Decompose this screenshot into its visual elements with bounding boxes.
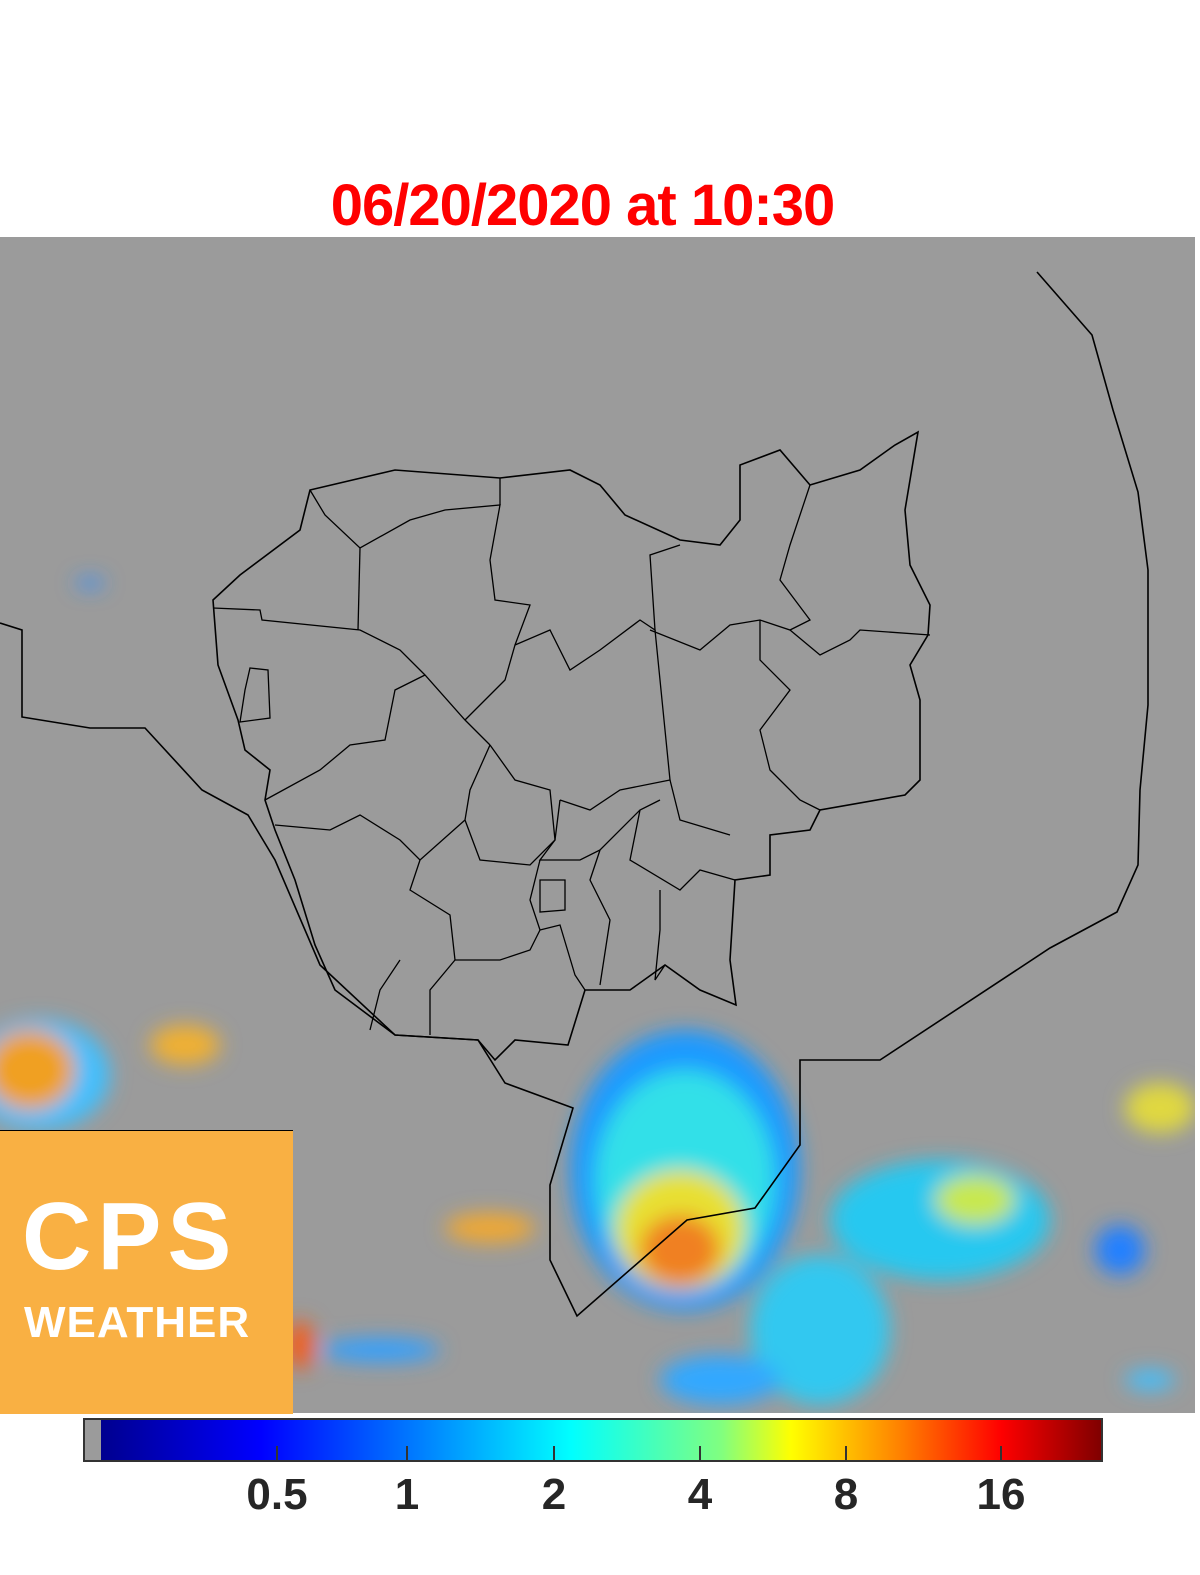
map-title: 06/20/2020 at 10:30 [330, 173, 835, 238]
country-borders [0, 271, 1149, 1318]
logo-text-cps: CPS [22, 1183, 238, 1290]
colorbar-gradient [101, 1420, 1101, 1460]
colorbar-tick-label: 1 [394, 1470, 420, 1519]
colorbar [83, 1418, 1103, 1462]
rain-cells [0, 578, 1195, 1405]
colorbar-nodata-swatch [85, 1420, 101, 1460]
province-borders [212, 478, 931, 1035]
colorbar-tick [1000, 1446, 1002, 1460]
colorbar-tick [845, 1446, 847, 1460]
colorbar-tick [699, 1446, 701, 1460]
colorbar-tick-label: 0.5 [246, 1470, 308, 1519]
cps-weather-logo: CPS WEATHER [0, 1130, 293, 1414]
colorbar-tick-label: 4 [687, 1470, 713, 1519]
logo-text-weather: WEATHER [24, 1298, 251, 1347]
colorbar-tick-label: 16 [976, 1470, 1026, 1519]
colorbar-tick [276, 1446, 278, 1460]
colorbar-tick [553, 1446, 555, 1460]
colorbar-tick [406, 1446, 408, 1460]
colorbar-tick-label: 2 [541, 1470, 567, 1519]
colorbar-tick-label: 8 [833, 1470, 859, 1519]
